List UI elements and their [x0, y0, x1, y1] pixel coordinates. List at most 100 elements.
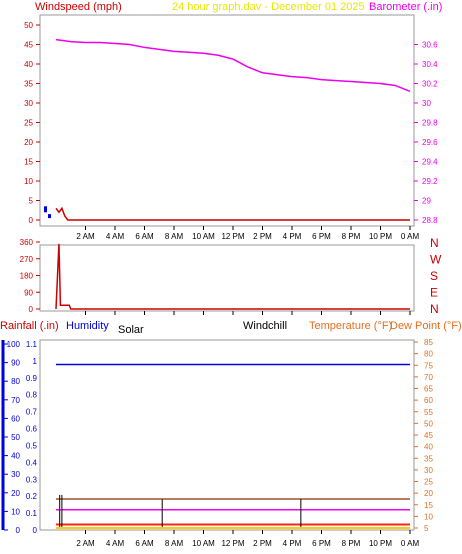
barometer-tick-label: 29.2	[422, 177, 438, 186]
x-tick-label: 6 PM	[312, 539, 331, 548]
humidity-tick-label: 20	[11, 489, 20, 498]
temperature-tick-label: 55	[424, 408, 433, 417]
compass-label: N	[430, 236, 439, 250]
windspeed-tick-label: 0	[29, 216, 34, 225]
x-tick-label: 10 AM	[192, 232, 215, 241]
x-tick-label: 4 AM	[106, 232, 125, 241]
windspeed-tick-label: 25	[24, 119, 33, 128]
x-tick-label: 12 PM	[221, 539, 244, 548]
humidity-tick-label: 100	[7, 340, 21, 349]
humidity-tick-label: 40	[11, 452, 20, 461]
x-tick-label: 6 AM	[135, 232, 154, 241]
barometer-tick-label: 30.4	[422, 60, 438, 69]
humidity-tick-label: 0	[16, 526, 21, 535]
compass-label: W	[430, 253, 442, 267]
rain-tick-label: 0	[33, 526, 38, 535]
solar-label: Solar	[118, 324, 144, 336]
temperature-tick-label: 45	[424, 431, 433, 440]
barometer-tick-label: 30.6	[422, 41, 438, 50]
barometer-tick-label: 29	[422, 197, 431, 206]
windspeed-tick-label: 45	[24, 41, 33, 50]
windspeed-tick-label: 40	[24, 60, 33, 69]
temperature-tick-label: 75	[424, 361, 433, 370]
chart-title: 24 hour graph.dav - December 01 2025	[172, 1, 365, 13]
temperature-tick-label: 35	[424, 454, 433, 463]
x-tick-label: 10 AM	[192, 539, 215, 548]
x-tick-label: 8 PM	[342, 232, 361, 241]
humidity-tick-label: 80	[11, 377, 20, 386]
x-tick-label: 8 PM	[342, 539, 361, 548]
windspeed-tick-label: 5	[29, 197, 34, 206]
x-tick-label: 4 PM	[283, 232, 302, 241]
barometer-series-line	[55, 38, 411, 92]
x-tick-label: 0 AM	[401, 539, 420, 548]
rain-tick-label: 0.6	[26, 425, 38, 434]
direction-tick-label: 180	[20, 272, 34, 281]
dewpoint-axis-label: Dew Point (°F)	[390, 320, 462, 332]
x-tick-label: 10 PM	[369, 232, 392, 241]
x-tick-label: 6 PM	[312, 232, 331, 241]
rain-tick-label: 0.3	[26, 475, 38, 484]
direction-tick-label: 90	[24, 288, 33, 297]
windchill-label: Windchill	[243, 320, 287, 332]
windspeed-tick-label: 10	[24, 177, 33, 186]
windspeed-series-line	[55, 206, 410, 221]
direction-tick-label: 360	[20, 238, 34, 247]
windspeed-tick-label: 35	[24, 80, 33, 89]
x-tick-label: 2 AM	[76, 232, 95, 241]
barometer-axis-label: Barometer (.in)	[369, 1, 442, 13]
barometer-tick-label: 29.8	[422, 119, 438, 128]
rain-tick-label: 0.2	[26, 492, 38, 501]
compass-label: E	[430, 286, 438, 300]
x-tick-label: 6 AM	[135, 539, 154, 548]
direction-tick-label: 270	[20, 255, 34, 264]
temperature-tick-label: 70	[424, 373, 433, 382]
x-tick-label: 4 AM	[106, 539, 125, 548]
barometer-tick-label: 29.4	[422, 158, 438, 167]
rain-tick-label: 0.9	[26, 374, 38, 383]
humidity-tick-label: 30	[11, 470, 20, 479]
x-tick-label: 8 AM	[165, 539, 184, 548]
compass-label: S	[430, 269, 438, 283]
rain-tick-label: 1.1	[26, 340, 38, 349]
humidity-tick-label: 60	[11, 414, 20, 423]
compass-label: N	[430, 302, 439, 316]
temperature-tick-label: 60	[424, 396, 433, 405]
temperature-tick-label: 40	[424, 443, 433, 452]
temperature-axis-label: Temperature (°F)	[309, 320, 392, 332]
temperature-tick-label: 65	[424, 385, 433, 394]
rain-tick-label: 1	[33, 357, 38, 366]
plot-layer: 0510152025303540455028.82929.229.429.629…	[1, 14, 442, 548]
x-tick-label: 4 PM	[283, 539, 302, 548]
rain-tick-label: 0.5	[26, 441, 38, 450]
rain-tick-label: 0.4	[26, 458, 38, 467]
humidity-tick-label: 90	[11, 359, 20, 368]
barometer-tick-label: 28.8	[422, 216, 438, 225]
windspeed-axis-label: Windspeed (mph)	[35, 1, 122, 13]
x-tick-label: 12 PM	[221, 232, 244, 241]
rain-tick-label: 0.1	[26, 509, 38, 518]
temperature-tick-label: 10	[424, 512, 433, 521]
temperature-tick-label: 25	[424, 478, 433, 487]
x-tick-label: 0 AM	[401, 232, 420, 241]
x-tick-label: 8 AM	[165, 232, 184, 241]
temperature-tick-label: 80	[424, 350, 433, 359]
barometer-tick-label: 30.2	[422, 80, 438, 89]
barometer-tick-label: 29.6	[422, 138, 438, 147]
temperature-tick-label: 85	[424, 338, 433, 347]
rain-tick-label: 0.8	[26, 391, 38, 400]
barometer-tick-label: 30	[422, 99, 431, 108]
humidity-tick-label: 50	[11, 433, 20, 442]
x-tick-label: 2 PM	[253, 539, 272, 548]
temperature-tick-label: 5	[424, 524, 429, 533]
x-tick-label: 2 AM	[76, 539, 95, 548]
direction-tick-label: 0	[29, 305, 34, 314]
wind-direction-panel-frame	[39, 244, 415, 312]
temperature-tick-label: 20	[424, 489, 433, 498]
humidity-axis-label: Humidity	[66, 320, 109, 332]
windspeed-tick-label: 30	[24, 99, 33, 108]
windspeed-tick-label: 15	[24, 158, 33, 167]
x-tick-label: 2 PM	[253, 232, 272, 241]
humidity-tick-label: 10	[11, 507, 20, 516]
